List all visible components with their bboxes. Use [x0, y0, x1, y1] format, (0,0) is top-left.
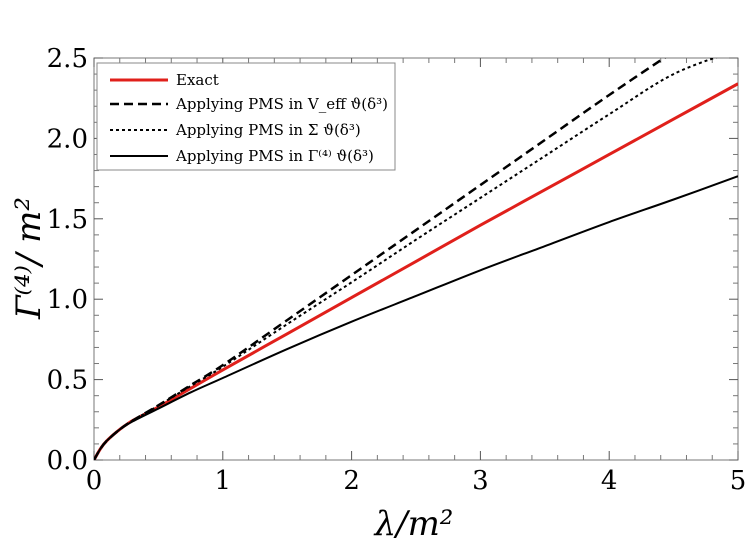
series-gamma4-line	[94, 175, 738, 460]
y-tick-label: 0.5	[47, 366, 88, 396]
legend-entry-gamma4: Applying PMS in Γ⁽⁴⁾ ϑ(δ³)	[110, 147, 374, 165]
y-tick-label: 0.0	[47, 446, 88, 476]
legend: Exact Applying PMS in V_eff ϑ(δ³) Applyi…	[96, 62, 396, 171]
x-axis: 0 1 2 3 4 5	[86, 58, 747, 496]
x-tick-label: 1	[215, 466, 232, 496]
plot-frame	[93, 57, 739, 461]
legend-label-sigma: Applying PMS in Σ ϑ(δ³)	[175, 121, 361, 139]
x-tick-label: 2	[343, 466, 360, 496]
y-tick-label: 2.0	[47, 124, 88, 154]
x-tick-label: 0	[86, 466, 103, 496]
y-tick-label: 1.5	[47, 205, 88, 235]
legend-label-veff: Applying PMS in V_eff ϑ(δ³)	[175, 95, 388, 113]
y-axis: 0.0 0.5 1.0 1.5 2.0 2.5	[47, 44, 738, 476]
y-axis-title: Γ⁽⁴⁾/ m²	[9, 197, 49, 320]
legend-label-gamma4: Applying PMS in Γ⁽⁴⁾ ϑ(δ³)	[175, 147, 374, 165]
plot-area-border	[93, 57, 739, 461]
legend-entry-sigma: Applying PMS in Σ ϑ(δ³)	[110, 121, 361, 139]
legend-entry-exact: Exact	[110, 71, 219, 89]
x-axis-title: λ/m²	[373, 504, 454, 544]
series-layer	[94, 58, 738, 460]
series-sigma-line	[94, 58, 718, 460]
legend-label-exact: Exact	[176, 71, 219, 89]
y-tick-label: 2.5	[47, 44, 88, 74]
x-tick-label: 4	[601, 466, 618, 496]
y-tick-label: 1.0	[47, 285, 88, 315]
x-tick-label: 3	[472, 466, 489, 496]
x-tick-label: 5	[730, 466, 747, 496]
legend-entry-veff: Applying PMS in V_eff ϑ(δ³)	[110, 95, 388, 113]
